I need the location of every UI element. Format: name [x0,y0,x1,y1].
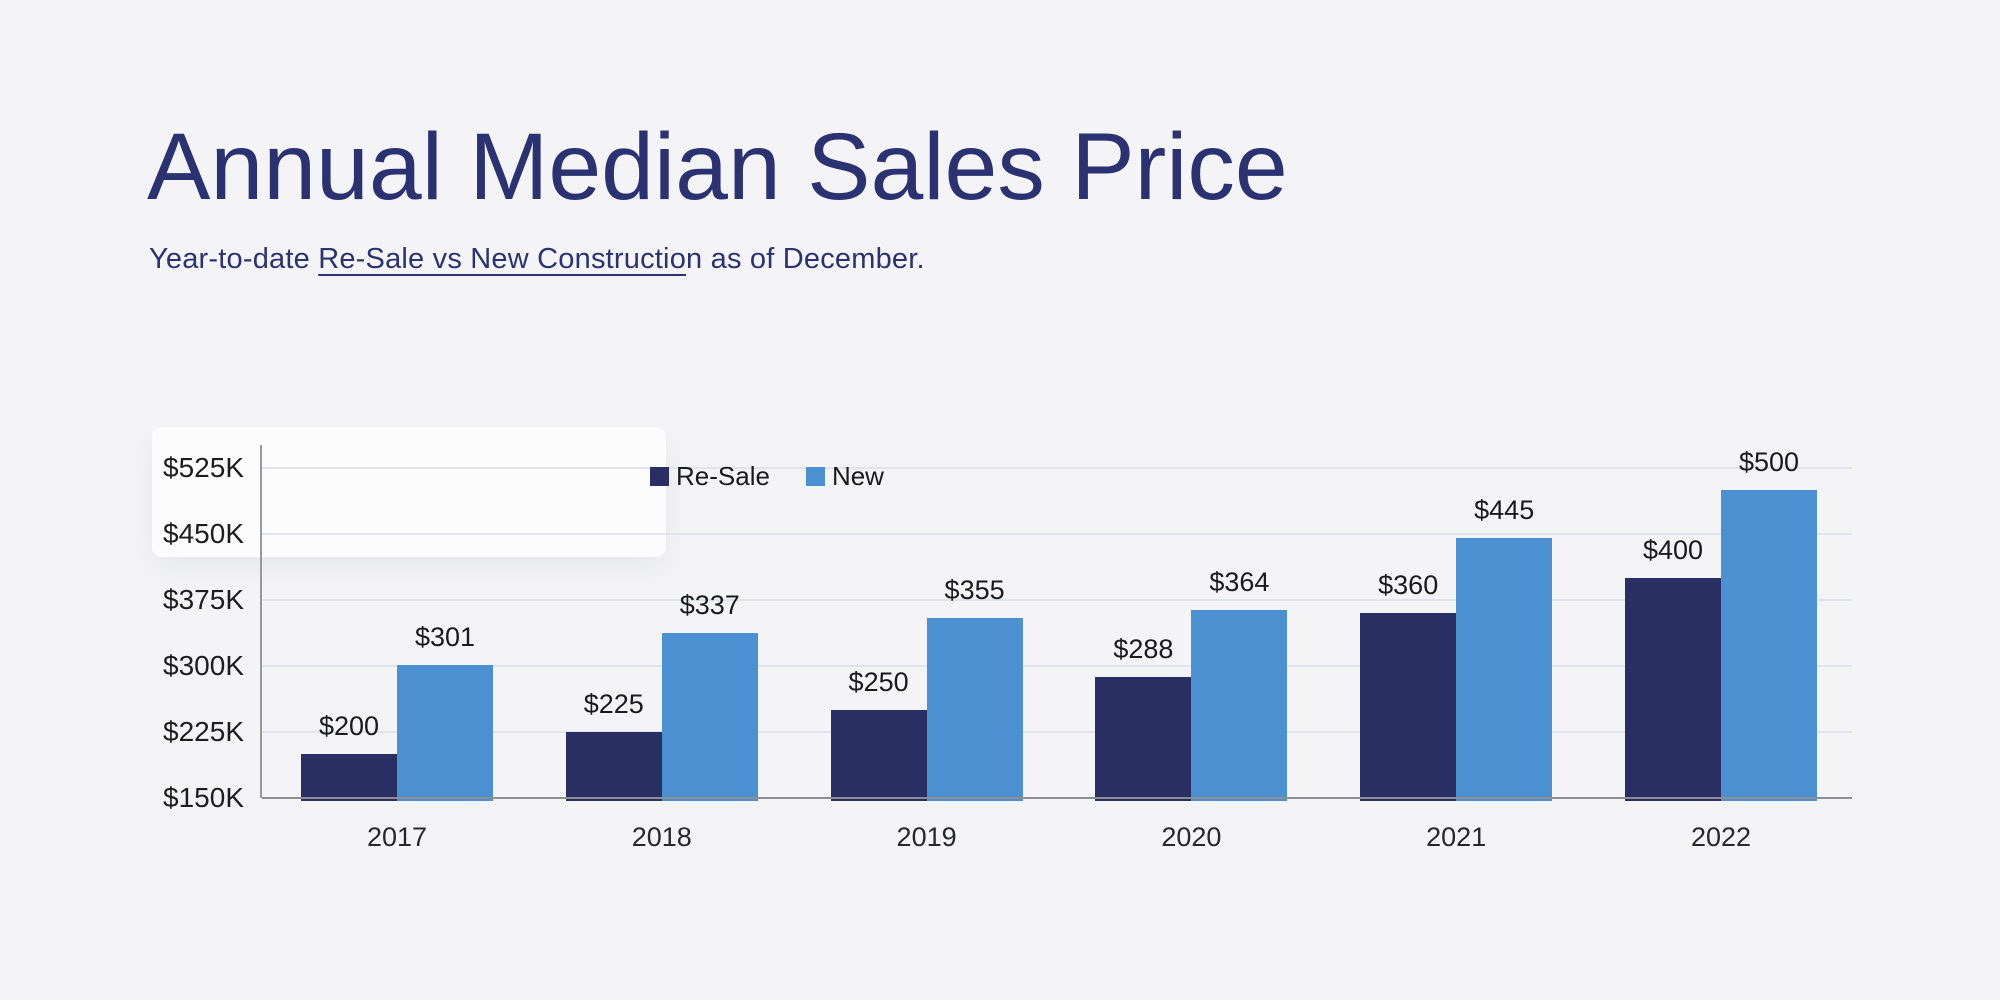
bar-resale-2019 [830,710,927,801]
bar-value-label: $301 [414,622,476,653]
bar-resale-2017 [301,754,397,801]
y-tick-label: $300K [163,650,244,681]
bar-value-label: $200 [318,711,380,741]
chart-legend: Re-Sale New [650,461,884,492]
bar-value-label: $250 [848,667,909,697]
y-tick-label: $150K [163,782,244,813]
bar-new-2022 [1721,490,1817,801]
bar-new-2021 [1456,538,1553,801]
y-axis-line [260,445,262,798]
subtitle-prefix: Year-to-date [149,243,319,275]
bar-new-2020 [1191,609,1288,801]
legend-item-resale: Re-Sale [650,461,770,492]
bar-value-label: $360 [1378,570,1439,601]
x-tick-label-2022: 2022 [1690,822,1752,852]
x-tick-label-2021: 2021 [1426,822,1487,852]
gridline [262,467,1852,469]
y-tick-label: $225K [163,716,244,747]
y-tick-label: $450K [163,518,244,549]
legend-item-new: New [805,461,884,492]
chart-subtitle: Year-to-date Re-Sale vs New Construction… [149,243,925,276]
bar-value-label: $400 [1642,535,1704,565]
x-axis-line [262,797,1852,799]
background-card [152,427,666,557]
bar-new-2019 [926,617,1023,801]
x-tick-label-2020: 2020 [1161,822,1222,852]
bar-new-2017 [397,665,493,801]
gridline [262,599,1852,601]
gridline [262,533,1852,535]
subtitle-suffix: n as of December. [686,243,925,275]
bar-value-label: $355 [944,574,1005,605]
bar-value-label: $445 [1474,495,1535,526]
bar-new-2018 [661,633,758,801]
gridline [262,731,1852,733]
y-tick-label: $375K [163,584,244,615]
bar-value-label: $225 [583,689,644,719]
bar-resale-2021 [1360,613,1457,801]
legend-swatch-icon [805,467,825,486]
legend-label: Re-Sale [676,461,770,491]
chart-title: Annual Median Sales Price [147,114,1288,220]
gridline [262,665,1852,667]
y-tick-label: $525K [163,452,244,483]
x-tick-label-2017: 2017 [366,822,428,852]
bar-value-label: $500 [1738,447,1800,477]
bar-resale-2018 [565,732,662,801]
legend-swatch-icon [650,467,669,486]
bar-resale-2022 [1625,578,1721,801]
bar-resale-2020 [1095,676,1192,801]
bar-value-label: $364 [1209,566,1270,597]
bar-value-label: $288 [1113,633,1174,664]
bar-value-label: $337 [679,590,740,621]
subtitle-link[interactable]: Re-Sale vs New Constructio [318,243,687,275]
x-tick-label-2018: 2018 [631,822,692,852]
legend-label: New [831,461,884,491]
x-tick-label-2019: 2019 [896,822,957,852]
